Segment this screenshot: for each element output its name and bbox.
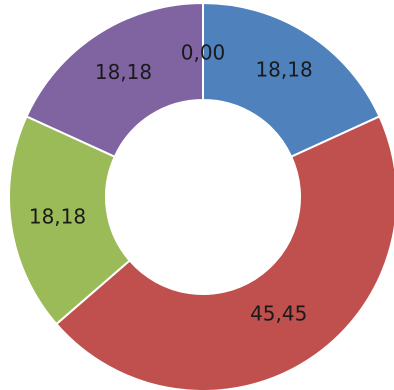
slice-d: [25, 1, 204, 159]
data-label-d: 18,18: [95, 60, 152, 84]
slice-a: [202, 1, 381, 159]
slices-group: [8, 1, 394, 390]
labels-group: 18,18 45,45 18,18 18,18 0,00: [29, 41, 313, 326]
slice-c: [8, 115, 132, 326]
slice-b: [54, 115, 394, 390]
data-label-a: 18,18: [255, 57, 312, 81]
data-label-b: 45,45: [250, 301, 307, 325]
data-label-c: 18,18: [29, 204, 86, 228]
data-label-e: 0,00: [181, 41, 226, 65]
